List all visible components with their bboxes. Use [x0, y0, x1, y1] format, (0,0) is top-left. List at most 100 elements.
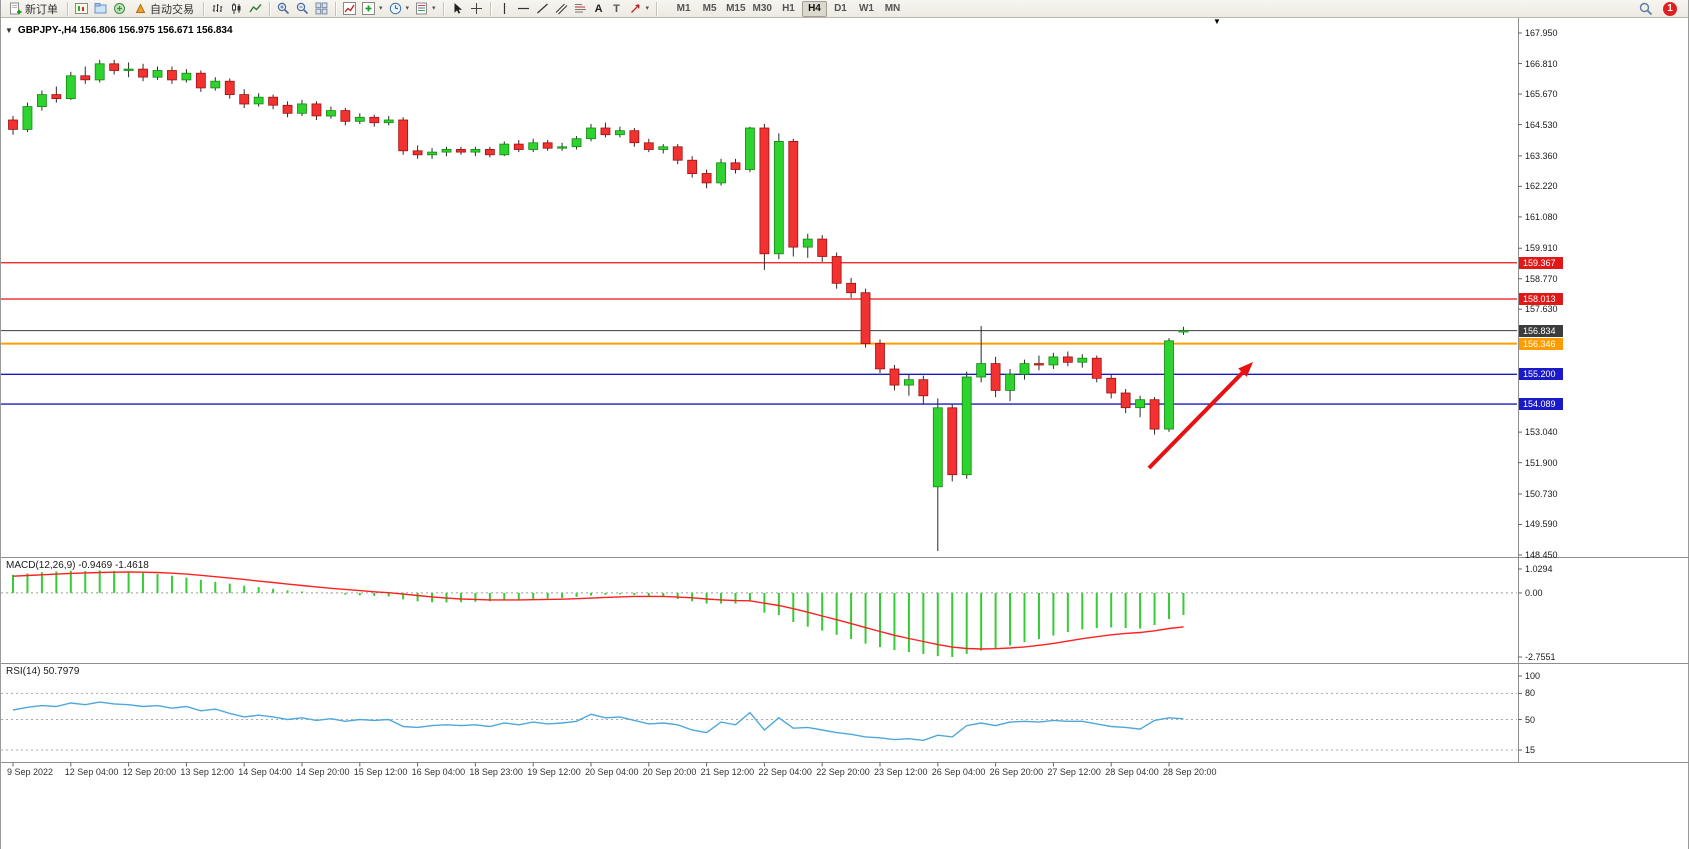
macd-scale-label[interactable]: 1.0294	[1525, 564, 1553, 574]
chart-collapse-icon[interactable]: ▼	[5, 26, 13, 35]
time-axis-label[interactable]: 9 Sep 2022	[7, 767, 54, 777]
search-button[interactable]	[1636, 1, 1656, 17]
add-indicator-button[interactable]: ▾	[359, 1, 386, 17]
time-axis-label[interactable]: 26 Sep 04:00	[931, 767, 986, 777]
trendline-button[interactable]	[533, 1, 552, 17]
price-tick-label[interactable]: 164.530	[1525, 119, 1558, 130]
timeframe-button-h4[interactable]: H4	[801, 0, 827, 17]
bar-chart-button[interactable]	[208, 1, 227, 17]
time-axis-label[interactable]: 28 Sep 04:00	[1105, 767, 1159, 777]
candle-body	[224, 80, 235, 95]
time-axis-label[interactable]: 14 Sep 20:00	[296, 767, 350, 777]
horizontal-line-button[interactable]	[514, 1, 533, 17]
rsi-scale-label[interactable]: 100	[1525, 671, 1541, 681]
zoom-out-icon	[296, 2, 309, 15]
tile-windows-button[interactable]	[312, 1, 331, 17]
timeframe-button-d1[interactable]: D1	[828, 1, 853, 17]
price-tick-label[interactable]: 165.670	[1525, 89, 1558, 100]
candlesticks[interactable]	[8, 59, 1189, 551]
price-tick-label[interactable]: 157.630	[1525, 304, 1558, 315]
profiles-button[interactable]	[91, 1, 110, 17]
candle-body	[1034, 363, 1044, 366]
timeframe-button-m30[interactable]: M30	[750, 1, 775, 17]
time-axis-label[interactable]: 22 Sep 20:00	[816, 767, 870, 777]
crosshair-button[interactable]	[467, 1, 486, 17]
timeframe-button-m15[interactable]: M15	[723, 1, 748, 17]
zoom-in-button[interactable]	[274, 1, 293, 17]
time-axis-label[interactable]: 14 Sep 04:00	[238, 767, 292, 777]
label-tool-button[interactable]: T	[608, 1, 626, 17]
time-axis-label[interactable]: 13 Sep 12:00	[180, 767, 234, 777]
time-axis-label[interactable]: 21 Sep 12:00	[700, 767, 755, 777]
price-tick-label[interactable]: 158.770	[1525, 273, 1558, 284]
price-tick-label[interactable]: 167.950	[1525, 28, 1558, 38]
data-window-button[interactable]	[110, 1, 129, 17]
macd-signal-line	[12, 571, 1184, 650]
time-axis-label[interactable]: 12 Sep 04:00	[64, 767, 119, 777]
time-axis-label[interactable]: 27 Sep 12:00	[1047, 767, 1101, 777]
time-axis-label[interactable]: 19 Sep 12:00	[527, 767, 581, 777]
candle-body	[210, 80, 221, 89]
time-axis-label[interactable]: 12 Sep 20:00	[122, 767, 177, 777]
price-tick-label[interactable]: 148.450	[1525, 550, 1558, 560]
fibonacci-button[interactable]	[571, 1, 590, 17]
price-tick-label[interactable]: 163.360	[1525, 150, 1558, 161]
notification-badge[interactable]: 1	[1663, 1, 1677, 16]
timeframe-button-w1[interactable]: W1	[854, 1, 879, 17]
price-tick-label[interactable]: 162.220	[1525, 181, 1558, 192]
new-order-button[interactable]: 新订单	[4, 1, 63, 17]
macd-scale-label[interactable]: 0.00	[1525, 587, 1543, 598]
time-axis-label[interactable]: 28 Sep 20:00	[1163, 767, 1217, 777]
price-tick-label[interactable]: 150.730	[1525, 488, 1558, 499]
toolbar-separator	[489, 1, 491, 16]
time-axis-label[interactable]: 20 Sep 04:00	[585, 767, 639, 777]
chart-scroll-marker-icon[interactable]: ▼	[1213, 17, 1221, 26]
annotation-arrow[interactable]	[1147, 371, 1244, 470]
indicators-button[interactable]	[340, 1, 359, 17]
time-axis-label[interactable]: 23 Sep 12:00	[874, 767, 928, 777]
candle-body	[904, 379, 914, 386]
price-tick-label[interactable]: 153.040	[1525, 427, 1558, 438]
timeframe-button-h1[interactable]: H1	[776, 1, 801, 17]
rsi-scale-label[interactable]: 80	[1525, 688, 1536, 699]
dropdown-caret-icon[interactable]: ▾	[405, 5, 410, 12]
time-axis-label[interactable]: 20 Sep 20:00	[642, 767, 697, 777]
time-axis-label[interactable]: 16 Sep 04:00	[411, 767, 466, 777]
text-tool-button[interactable]: A	[590, 1, 608, 17]
annotation-arrow-head[interactable]	[1238, 362, 1253, 377]
candle-body	[846, 282, 856, 294]
autotrading-button[interactable]: 自动交易	[129, 1, 199, 17]
rsi-scale-label[interactable]: 15	[1525, 745, 1536, 755]
dropdown-caret-icon[interactable]: ▾	[432, 5, 436, 12]
line-chart-button[interactable]	[246, 1, 265, 17]
time-axis-label[interactable]: 18 Sep 23:00	[469, 767, 523, 777]
candle-body	[1091, 357, 1102, 379]
vertical-line-button[interactable]	[495, 1, 514, 17]
zoom-out-button[interactable]	[293, 1, 312, 17]
periods-button[interactable]: ▾	[386, 1, 413, 17]
candle-body	[817, 238, 828, 257]
timeframe-button-mn[interactable]: MN	[880, 1, 905, 17]
dropdown-caret-icon[interactable]: ▾	[645, 5, 650, 12]
time-axis-label[interactable]: 15 Sep 12:00	[353, 767, 408, 777]
price-tick-label[interactable]: 149.590	[1525, 519, 1558, 530]
price-tick-label[interactable]: 166.810	[1525, 58, 1558, 69]
macd-scale-label[interactable]: -2.7551	[1525, 652, 1556, 662]
price-tick-label[interactable]: 159.910	[1525, 243, 1558, 254]
candle-body	[311, 103, 322, 117]
time-axis-label[interactable]: 26 Sep 20:00	[989, 767, 1044, 777]
price-tick-label[interactable]: 151.900	[1525, 457, 1558, 468]
candlestick-chart-button[interactable]	[227, 1, 246, 17]
cursor-button[interactable]	[448, 1, 467, 17]
new-chart-button[interactable]	[72, 1, 91, 17]
price-tick-label[interactable]: 161.080	[1525, 211, 1558, 222]
time-axis-label[interactable]: 22 Sep 04:00	[758, 767, 812, 777]
templates-button[interactable]: ▾	[412, 1, 439, 17]
timeframe-button-m5[interactable]: M5	[697, 1, 722, 17]
arrows-button[interactable]: ▾	[626, 1, 653, 17]
channel-button[interactable]	[552, 1, 571, 17]
dropdown-caret-icon[interactable]: ▾	[379, 5, 383, 12]
timeframe-button-m1[interactable]: M1	[671, 1, 696, 17]
rsi-scale-label[interactable]: 50	[1525, 714, 1536, 725]
